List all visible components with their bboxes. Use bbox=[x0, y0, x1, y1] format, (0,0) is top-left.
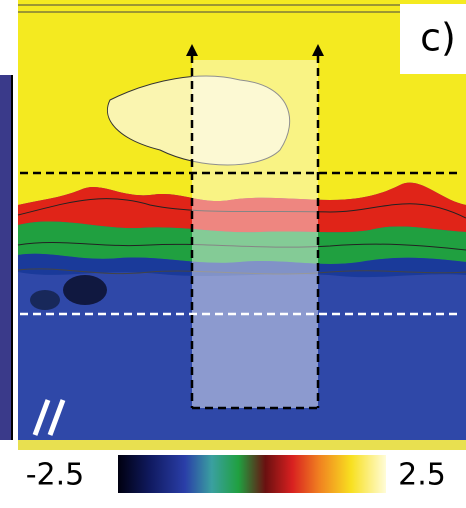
colorbar bbox=[118, 455, 386, 493]
colorbar-max-label: 2.5 bbox=[398, 458, 446, 493]
panel-label: c) bbox=[420, 16, 456, 60]
colorbar-min-label: -2.5 bbox=[26, 458, 85, 493]
highlight-region bbox=[192, 60, 318, 408]
label-box bbox=[400, 4, 466, 74]
heatmap bbox=[17, 0, 466, 450]
break-mark bbox=[32, 399, 66, 436]
neighbour-panel bbox=[0, 75, 12, 440]
